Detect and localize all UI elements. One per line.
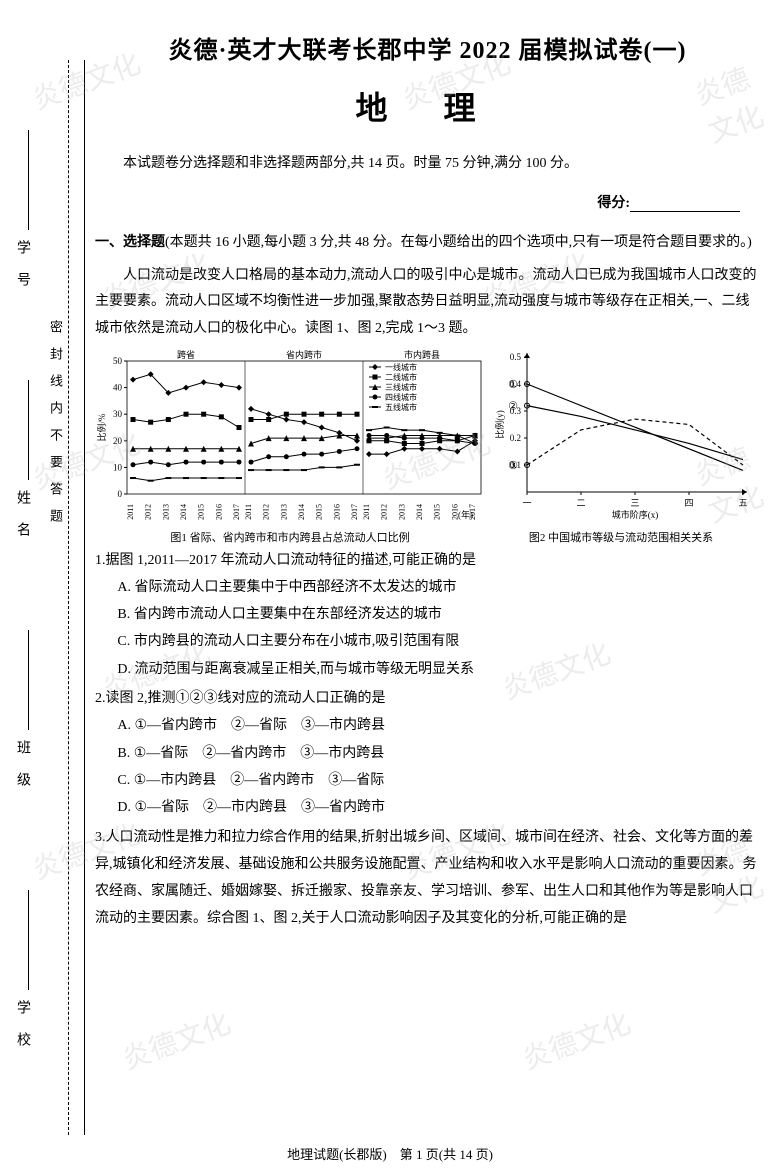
- svg-text:30: 30: [113, 409, 123, 419]
- svg-text:省内跨市: 省内跨市: [286, 349, 322, 360]
- figures-row: 跨省 省内跨市 市内跨县 0 10 20 30 40 50 比例/% 2011 2012 2013 201…: [95, 347, 760, 545]
- svg-text:2011: 2011: [244, 504, 253, 520]
- option[interactable]: D. 流动范围与距离衰减呈正相关,而与城市等级无明显关系: [117, 656, 760, 683]
- option[interactable]: B. ①—省际 ②—省内跨市 ③—市内跨县: [117, 740, 760, 767]
- svg-text:2014: 2014: [179, 504, 188, 520]
- svg-text:2017: 2017: [232, 504, 241, 520]
- svg-text:③: ③: [508, 460, 518, 472]
- score-line: 得分:: [95, 192, 760, 212]
- svg-text:跨省: 跨省: [177, 349, 195, 360]
- seal-line-text: 密封线内不要答题: [46, 320, 65, 536]
- svg-text:40: 40: [113, 382, 123, 392]
- svg-text:0.2: 0.2: [510, 433, 521, 443]
- option[interactable]: D. ①—省际 ②—市内跨县 ③—省内跨市: [117, 794, 760, 821]
- question-stem: 1.据图 1,2011—2017 年流动人口流动特征的描述,可能正确的是: [95, 547, 760, 574]
- figure-2-chart: 0.10.20.30.40.5一二三四五城市阶序(x)比例(y)①②③: [491, 347, 751, 522]
- svg-text:五线城市: 五线城市: [385, 402, 417, 412]
- question-stem: 2.读图 2,推测①②③线对应的流动人口正确的是: [95, 685, 760, 712]
- svg-text:一: 一: [522, 498, 531, 508]
- svg-text:2013: 2013: [397, 504, 406, 520]
- svg-text:20: 20: [113, 435, 123, 445]
- figure-2: 0.10.20.30.40.5一二三四五城市阶序(x)比例(y)①②③ 图2 中…: [491, 347, 751, 545]
- svg-text:2016: 2016: [214, 504, 223, 520]
- figure-2-caption: 图2 中国城市等级与流动范围相关关系: [491, 529, 751, 545]
- side-field-blank[interactable]: [28, 890, 29, 990]
- svg-text:2014: 2014: [415, 504, 424, 520]
- exam-subject: 地 理: [95, 83, 760, 129]
- option[interactable]: A. ①—省内跨市 ②—省际 ③—市内跨县: [117, 712, 760, 739]
- exam-page: 密封线内不要答题 学号姓名班级学校 炎德·英才大联考长郡中学 2022 届模拟试…: [0, 0, 780, 1175]
- section-1-head: 一、选择题(本题共 16 小题,每小题 3 分,共 48 分。在每小题给出的四个…: [95, 230, 760, 257]
- question-stem: 3.人口流动性是推力和拉力综合作用的结果,折射出城乡间、区域间、城市间在经济、社…: [95, 824, 760, 933]
- questions-block: 1.据图 1,2011—2017 年流动人口流动特征的描述,可能正确的是A. 省…: [95, 547, 760, 933]
- section-1-desc: (本题共 16 小题,每小题 3 分,共 48 分。在每小题给出的四个选项中,只…: [165, 235, 752, 250]
- svg-text:②: ②: [508, 400, 518, 412]
- score-label: 得分:: [597, 196, 630, 211]
- option[interactable]: C. ①—市内跨县 ②—省内跨市 ③—省际: [117, 767, 760, 794]
- svg-text:0: 0: [118, 489, 123, 499]
- svg-text:2012: 2012: [380, 504, 389, 520]
- option[interactable]: A. 省际流动人口主要集中于中西部经济不太发达的城市: [117, 574, 760, 601]
- section-1-title: 一、选择题: [95, 235, 165, 250]
- side-field-label: 班级: [12, 740, 32, 804]
- svg-text:2013: 2013: [161, 504, 170, 520]
- side-field-label: 学校: [12, 1000, 32, 1064]
- svg-text:2015: 2015: [315, 504, 324, 520]
- svg-text:三线城市: 三线城市: [385, 382, 417, 392]
- figure-1-chart: 跨省 省内跨市 市内跨县 0 10 20 30 40 50 比例/% 2011 2012 2013 201…: [95, 347, 485, 522]
- svg-text:二线城市: 二线城市: [385, 372, 417, 382]
- binding-column: 密封线内不要答题 学号姓名班级学校: [10, 60, 85, 1135]
- option[interactable]: B. 省内跨市流动人口主要集中在东部经济发达的城市: [117, 601, 760, 628]
- side-field-label: 姓名: [12, 490, 32, 554]
- svg-text:2015: 2015: [433, 504, 442, 520]
- svg-text:一线城市: 一线城市: [385, 362, 417, 372]
- svg-text:2014: 2014: [297, 504, 306, 520]
- option[interactable]: C. 市内跨县的流动人口主要分布在小城市,吸引范围有限: [117, 628, 760, 655]
- seal-line: [68, 60, 69, 1135]
- figure-1: 跨省 省内跨市 市内跨县 0 10 20 30 40 50 比例/% 2011 2012 2013 201…: [95, 347, 485, 545]
- passage-1: 人口流动是改变人口格局的基本动力,流动人口的吸引中心是城市。流动人口已成为我国城…: [95, 263, 760, 343]
- question-3: 3.人口流动性是推力和拉力综合作用的结果,折射出城乡间、区域间、城市间在经济、社…: [95, 824, 760, 933]
- svg-text:四线城市: 四线城市: [385, 392, 417, 402]
- svg-text:2016: 2016: [332, 504, 341, 520]
- svg-text:二: 二: [576, 498, 585, 508]
- svg-text:2015: 2015: [197, 504, 206, 520]
- question-options: A. ①—省内跨市 ②—省际 ③—市内跨县B. ①—省际 ②—省内跨市 ③—市内…: [95, 712, 760, 821]
- svg-text:2011: 2011: [362, 504, 371, 520]
- svg-text:50: 50: [113, 356, 123, 366]
- svg-text:10: 10: [113, 462, 123, 472]
- svg-text:①: ①: [508, 379, 518, 391]
- svg-text:比例/%: 比例/%: [96, 413, 107, 442]
- side-field-blank[interactable]: [28, 630, 29, 730]
- svg-text:2017: 2017: [350, 504, 359, 520]
- svg-text:四: 四: [684, 498, 693, 508]
- figure-1-caption: 图1 省际、省内跨市和市内跨县占总流动人口比例: [95, 529, 485, 545]
- svg-text:2013: 2013: [279, 504, 288, 520]
- question-options: A. 省际流动人口主要集中于中西部经济不太发达的城市B. 省内跨市流动人口主要集…: [95, 574, 760, 683]
- exam-title: 炎德·英才大联考长郡中学 2022 届模拟试卷(一): [95, 30, 760, 65]
- svg-text:2012: 2012: [262, 504, 271, 520]
- svg-text:五: 五: [738, 498, 747, 508]
- side-field-blank[interactable]: [28, 380, 29, 480]
- question-1: 1.据图 1,2011—2017 年流动人口流动特征的描述,可能正确的是A. 省…: [95, 547, 760, 683]
- exam-instruction: 本试题卷分选择题和非选择题两部分,共 14 页。时量 75 分钟,满分 100 …: [95, 151, 760, 176]
- svg-text:0.5: 0.5: [510, 352, 522, 362]
- side-field-blank[interactable]: [28, 130, 29, 230]
- svg-text:2011: 2011: [126, 504, 135, 520]
- page-footer: 地理试题(长郡版) 第 1 页(共 14 页): [0, 1144, 780, 1163]
- svg-text:三: 三: [630, 498, 639, 508]
- svg-text:(年): (年): [458, 509, 473, 520]
- side-field-label: 学号: [12, 240, 32, 304]
- svg-text:2012: 2012: [144, 504, 153, 520]
- svg-text:市内跨县: 市内跨县: [404, 349, 440, 360]
- svg-text:城市阶序(x): 城市阶序(x): [612, 509, 659, 520]
- question-2: 2.读图 2,推测①②③线对应的流动人口正确的是A. ①—省内跨市 ②—省际 ③…: [95, 685, 760, 821]
- score-blank[interactable]: [630, 211, 740, 212]
- svg-text:比例(y): 比例(y): [494, 410, 505, 439]
